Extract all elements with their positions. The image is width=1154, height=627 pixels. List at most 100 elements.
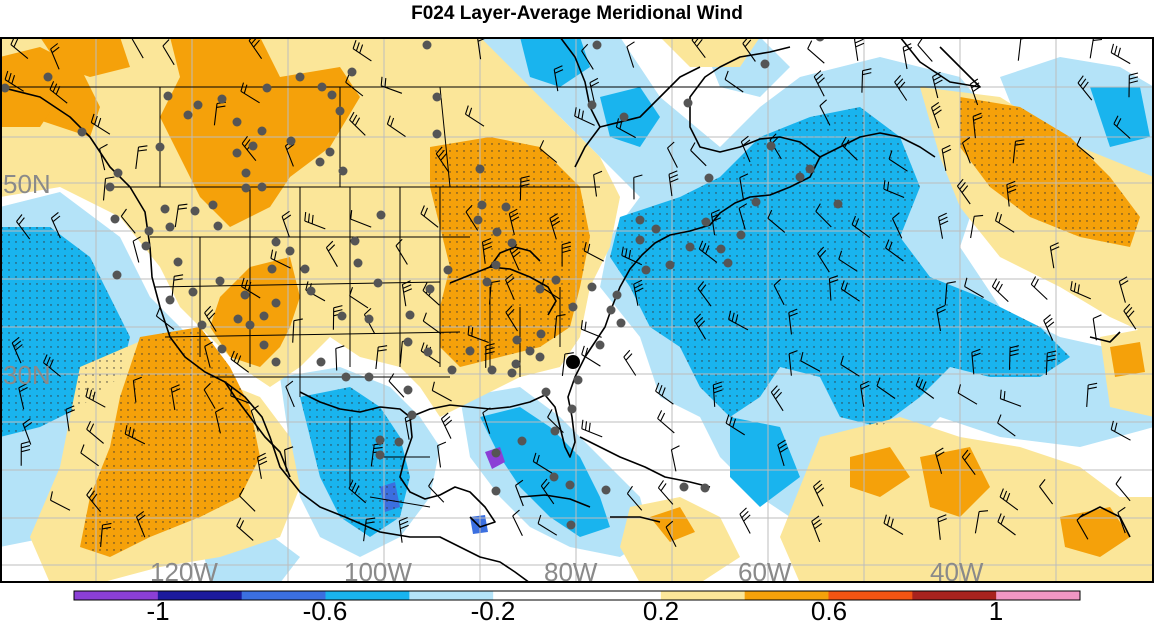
colorbar-label-1: 1 xyxy=(989,596,1003,622)
station-dot xyxy=(491,448,501,458)
wind-barb xyxy=(813,480,825,507)
colorbar-segment xyxy=(996,591,1081,600)
wind-barb xyxy=(395,238,408,265)
station-dot xyxy=(306,286,316,296)
station-dot xyxy=(549,472,559,482)
wind-barb xyxy=(894,75,908,101)
wind-barb xyxy=(773,278,785,306)
station-dot xyxy=(491,260,501,270)
wind-barb xyxy=(171,274,184,299)
wind-barb xyxy=(1117,506,1126,534)
station-dot xyxy=(795,172,805,182)
wind-barb xyxy=(739,173,749,200)
station-dot xyxy=(1,83,10,93)
wind-barb xyxy=(20,440,31,466)
station-dot xyxy=(641,265,651,275)
wind-barb xyxy=(428,478,445,503)
wind-barb xyxy=(549,213,561,240)
station-dot xyxy=(443,265,453,275)
colorbar-outline xyxy=(73,590,1081,601)
colorbar-segment xyxy=(74,591,159,600)
station-dot xyxy=(144,226,154,236)
wind-barb xyxy=(250,405,259,432)
wind-barb xyxy=(248,38,263,60)
station-dot xyxy=(163,91,173,101)
wind-barb xyxy=(214,407,224,434)
highlight-station-marker[interactable] xyxy=(566,355,580,369)
wind-barb xyxy=(615,118,636,139)
wind-barb xyxy=(589,77,600,105)
wind-barb xyxy=(86,487,102,513)
wind-barb xyxy=(580,320,602,338)
station-dot xyxy=(295,72,305,82)
station-dot xyxy=(423,347,433,357)
colorbar-segment xyxy=(157,591,243,600)
map-title: F024 Layer-Average Meridional Wind xyxy=(411,3,743,24)
station-dot xyxy=(160,204,170,214)
wind-barb xyxy=(788,308,798,335)
station-dot xyxy=(257,182,267,192)
wind-barb xyxy=(1115,476,1131,502)
wind-barb xyxy=(561,352,574,376)
station-dot xyxy=(165,295,175,305)
station-dot xyxy=(376,210,386,220)
station-dot xyxy=(507,238,517,248)
station-dot xyxy=(541,387,551,397)
wind-barb xyxy=(488,280,501,305)
wind-barb xyxy=(957,384,978,405)
wind-barb xyxy=(767,209,786,233)
station-dot xyxy=(766,141,776,151)
wind-barb xyxy=(236,517,254,541)
station-dot xyxy=(475,164,485,174)
station-dot xyxy=(422,40,432,50)
wind-barb xyxy=(902,43,913,70)
wind-barb xyxy=(435,146,450,173)
wind-barb xyxy=(485,343,495,368)
wind-barb xyxy=(819,99,831,126)
wind-barb xyxy=(292,318,303,343)
wind-barb xyxy=(657,480,674,505)
station-dot xyxy=(315,157,325,167)
station-dot xyxy=(43,72,53,82)
station-dot xyxy=(573,375,583,385)
station-dot xyxy=(432,129,442,139)
wind-barb xyxy=(1049,242,1060,269)
wind-barb xyxy=(464,105,485,127)
station-dot xyxy=(110,214,120,224)
colorbar-segments xyxy=(74,591,1081,600)
station-dot xyxy=(592,40,602,50)
wind-barb xyxy=(539,140,558,163)
wind-barb xyxy=(583,241,604,262)
station-dot xyxy=(704,173,714,183)
station-dot xyxy=(267,264,277,274)
station-dot xyxy=(373,278,383,288)
wind-barb xyxy=(670,445,680,472)
wind-barb xyxy=(482,407,491,434)
station-dot xyxy=(565,480,575,490)
wind-barb xyxy=(788,350,798,376)
station-dot xyxy=(350,236,360,246)
wind-barb xyxy=(85,387,106,408)
station-dot xyxy=(567,404,577,414)
station-dot xyxy=(550,426,560,436)
wind-barb xyxy=(1043,314,1055,341)
wind-barb xyxy=(420,342,440,364)
wind-barb xyxy=(1076,136,1095,160)
wind-barb xyxy=(86,420,104,444)
wind-barb xyxy=(135,510,146,538)
wind-barb xyxy=(532,452,553,474)
wind-barb xyxy=(581,419,603,438)
station-dot xyxy=(262,83,272,93)
wind-barb xyxy=(240,82,260,104)
wind-barb xyxy=(505,305,518,332)
station-dot xyxy=(612,290,622,300)
wind-barb xyxy=(626,485,643,511)
station-dot xyxy=(257,126,267,136)
colorbar-segment xyxy=(828,591,913,600)
wind-barb xyxy=(239,487,256,512)
station-dot xyxy=(337,311,347,321)
wind-barb xyxy=(349,111,366,136)
wind-barb xyxy=(710,209,722,236)
wind-barb xyxy=(915,376,935,399)
station-dot xyxy=(233,314,243,324)
